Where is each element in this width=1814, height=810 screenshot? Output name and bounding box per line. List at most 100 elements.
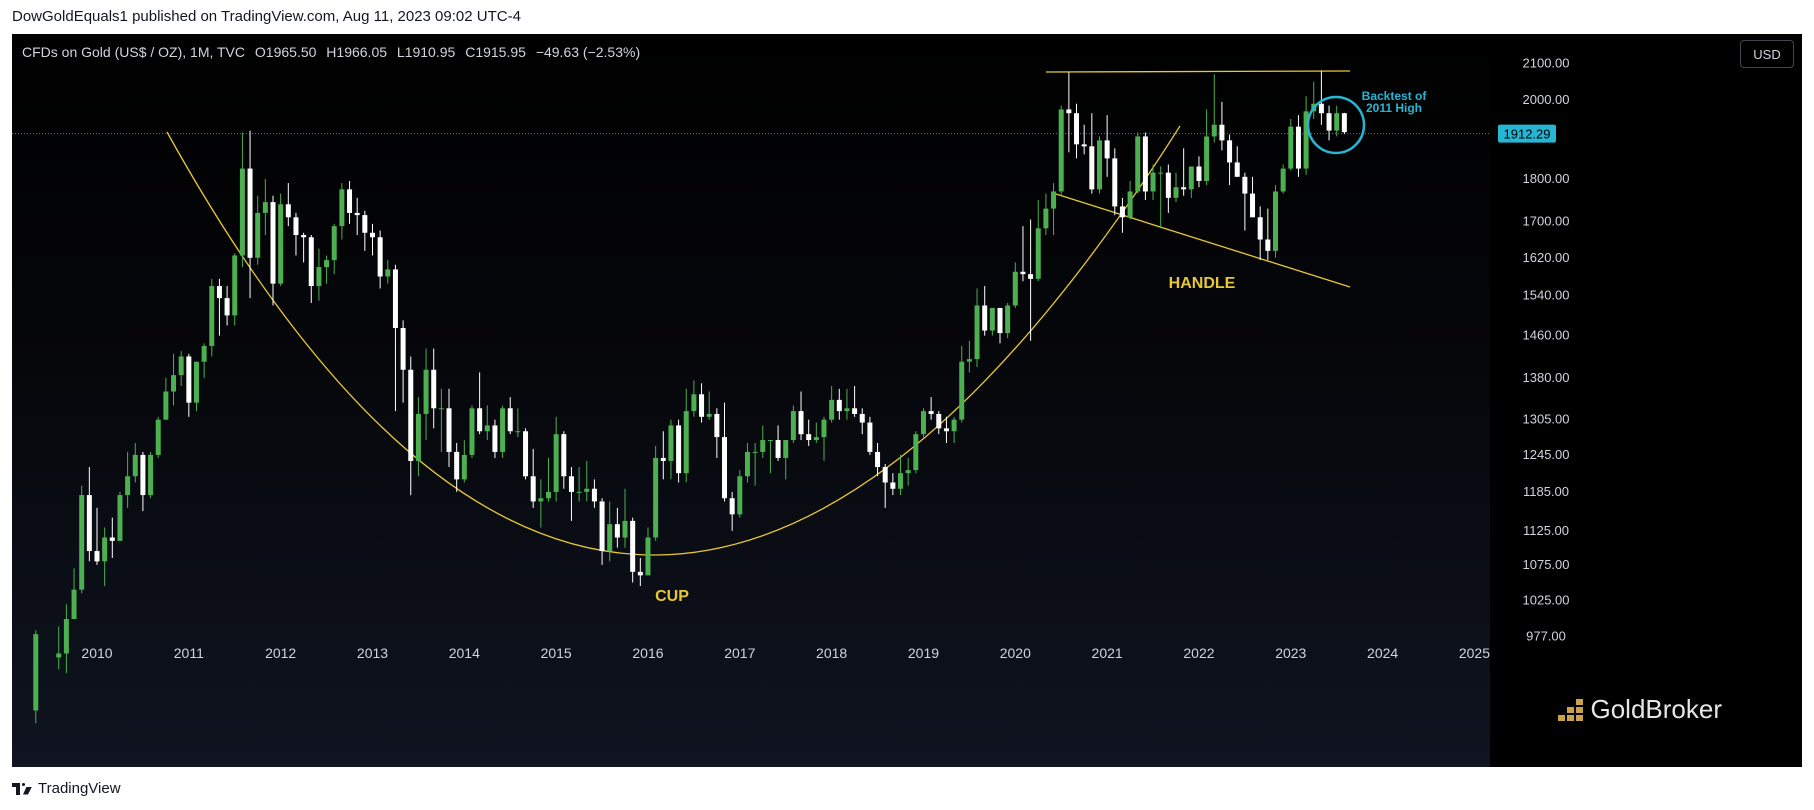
candle-body bbox=[285, 204, 291, 218]
candle-body bbox=[1334, 113, 1340, 131]
candle-body bbox=[859, 413, 865, 423]
y-tick-label: 1700.00 bbox=[1523, 214, 1570, 229]
candle-body bbox=[1020, 271, 1026, 275]
candle-body bbox=[354, 212, 360, 216]
candle-body bbox=[676, 425, 682, 474]
candle-body bbox=[1280, 168, 1286, 192]
candle-body bbox=[1028, 274, 1034, 279]
y-tick-label: 1380.00 bbox=[1523, 370, 1570, 385]
annotation-backtest-line1: Backtest of bbox=[1362, 89, 1428, 103]
candle-body bbox=[523, 431, 529, 477]
candle-body bbox=[767, 440, 773, 442]
candle-body bbox=[454, 451, 460, 480]
candle-body bbox=[438, 408, 444, 410]
candle-body bbox=[1219, 124, 1225, 141]
ohlc-close: C1915.95 bbox=[465, 44, 526, 60]
candle-body bbox=[974, 305, 980, 360]
candle-body bbox=[1104, 140, 1110, 159]
candle-body bbox=[530, 476, 536, 502]
candle-body bbox=[729, 498, 735, 515]
candle-body bbox=[163, 391, 169, 420]
x-tick-label: 2011 bbox=[174, 645, 204, 661]
pattern-drawings bbox=[166, 70, 1351, 556]
candle-body bbox=[216, 286, 222, 299]
candle-body bbox=[469, 408, 475, 455]
candle-body bbox=[951, 419, 957, 432]
price-axis-panel bbox=[1490, 34, 1802, 767]
candle-body bbox=[484, 425, 490, 432]
candle-body bbox=[982, 305, 988, 331]
candle-body bbox=[1066, 109, 1072, 114]
y-tick-label: 1540.00 bbox=[1523, 288, 1570, 303]
x-tick-label: 2014 bbox=[449, 645, 480, 661]
goldbroker-watermark: GoldBroker bbox=[1557, 694, 1723, 725]
candle-body bbox=[821, 419, 827, 438]
candle-body bbox=[270, 202, 276, 284]
candle-body bbox=[515, 431, 521, 433]
candle-body bbox=[989, 307, 995, 331]
candle-body bbox=[201, 345, 207, 362]
candle-body bbox=[446, 408, 452, 452]
candle-body bbox=[1173, 187, 1179, 198]
candle-body bbox=[1326, 113, 1332, 131]
symbol-legend: CFDs on Gold (US$ / OZ), 1M, TVC O1965.5… bbox=[22, 44, 646, 60]
candle-body bbox=[1188, 166, 1194, 190]
candle-body bbox=[1035, 228, 1041, 279]
candle-body bbox=[347, 189, 353, 213]
candle-body bbox=[936, 413, 942, 429]
candle-body bbox=[224, 298, 230, 316]
candle-body bbox=[132, 454, 138, 477]
tradingview-logo-text[interactable]: TradingView bbox=[38, 780, 121, 797]
candle-body bbox=[898, 473, 904, 489]
last-price-tag-label: 1912.29 bbox=[1504, 127, 1551, 142]
y-tick-label: 1460.00 bbox=[1523, 328, 1570, 343]
handle-support-line bbox=[1055, 193, 1351, 288]
candle-body bbox=[737, 476, 743, 515]
y-tick-label: 1075.00 bbox=[1523, 557, 1570, 572]
candle-body bbox=[79, 495, 85, 590]
candle-body bbox=[339, 189, 345, 227]
candle-body bbox=[1211, 124, 1217, 137]
candle-body bbox=[392, 269, 398, 328]
ohlc-open: O1965.50 bbox=[254, 44, 317, 60]
candle-body bbox=[790, 411, 796, 441]
candle-body bbox=[545, 491, 551, 499]
y-tick-label: 2000.00 bbox=[1523, 92, 1570, 107]
candle-body bbox=[247, 168, 253, 258]
last-price-tag bbox=[1498, 124, 1556, 143]
candle-body bbox=[1181, 187, 1187, 190]
currency-button[interactable]: USD bbox=[1740, 40, 1794, 68]
goldbroker-brand-text: GoldBroker bbox=[1590, 694, 1723, 724]
candle-body bbox=[997, 307, 1003, 334]
candle-body bbox=[775, 440, 781, 458]
y-tick-label: 1800.00 bbox=[1523, 171, 1570, 186]
candle-body bbox=[308, 237, 314, 287]
candle-body bbox=[722, 437, 728, 499]
candle-body bbox=[209, 286, 215, 346]
candle-body bbox=[71, 589, 77, 619]
candle-body bbox=[920, 411, 926, 435]
candle-body bbox=[813, 437, 819, 441]
x-tick-label: 2013 bbox=[357, 645, 388, 661]
candle-body bbox=[943, 428, 949, 432]
candlestick-chart[interactable]: 2100.00 2000.00 1800.00 1700.00 1620.00 1540.… bbox=[12, 34, 1802, 767]
candle-body bbox=[1341, 113, 1347, 133]
candle-body bbox=[1242, 176, 1248, 194]
candle-body bbox=[691, 394, 697, 412]
candle-body bbox=[1272, 191, 1278, 251]
annotation-handle: HANDLE bbox=[1169, 275, 1236, 292]
candle-body bbox=[561, 434, 567, 477]
candle-body bbox=[461, 454, 467, 480]
candle-body bbox=[1043, 208, 1049, 229]
candle-body bbox=[1135, 136, 1141, 192]
chart-frame[interactable]: 2100.00 2000.00 1800.00 1700.00 1620.00 1540.… bbox=[12, 34, 1802, 767]
x-tick-label: 2018 bbox=[816, 645, 847, 661]
candle-body bbox=[255, 212, 261, 258]
candle-body bbox=[875, 451, 881, 468]
candle-body bbox=[622, 520, 628, 538]
y-tick-label: 1620.00 bbox=[1523, 250, 1570, 265]
candle-body bbox=[706, 413, 712, 417]
y-tick-label: 2100.00 bbox=[1523, 55, 1570, 70]
candle-body bbox=[385, 269, 391, 277]
candle-body bbox=[301, 235, 307, 238]
